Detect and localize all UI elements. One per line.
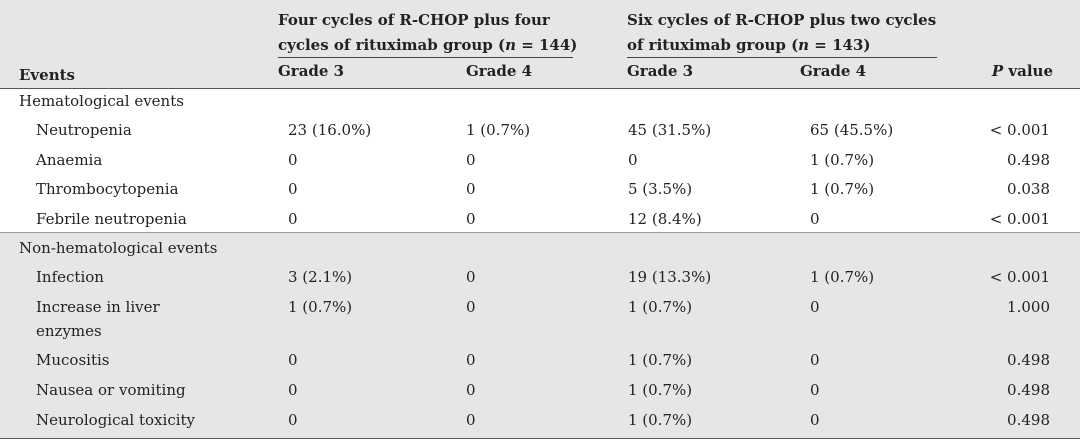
cell-g2g3: 1 (0.7%) — [628, 411, 693, 429]
group1-grade4-header: Grade 4 — [466, 62, 533, 80]
events-header: Events — [19, 66, 75, 84]
cell-g1g4: 0 — [466, 298, 476, 316]
cell-pvalue: 0.498 — [1007, 411, 1050, 429]
cell-pvalue: 0.498 — [1007, 381, 1050, 399]
cell-pvalue: 0.038 — [1007, 180, 1050, 198]
cell-g2g3: 19 (13.3%) — [628, 268, 712, 286]
cell-g2g3: 1 (0.7%) — [628, 381, 693, 399]
cell-g1g3: 0 — [288, 180, 298, 198]
row-event-label-cont: enzymes — [36, 322, 102, 340]
cell-g1g4: 0 — [466, 381, 476, 399]
row-event-label: Increase in liver — [36, 298, 160, 316]
cell-g1g4: 0 — [466, 268, 476, 286]
cell-g2g4: 0 — [810, 210, 820, 228]
section-nonhematological: Non-hematological events — [19, 239, 218, 257]
cell-g1g3: 0 — [288, 351, 298, 369]
cell-g2g4: 0 — [810, 411, 820, 429]
group2-span-rule — [627, 57, 937, 58]
cell-g2g4: 0 — [810, 298, 820, 316]
cell-g1g4: 0 — [466, 351, 476, 369]
cell-g2g4: 0 — [810, 381, 820, 399]
cell-pvalue: < 0.001 — [989, 210, 1050, 228]
cell-g1g4: 0 — [466, 151, 476, 169]
row-event-label: Neutropenia — [36, 121, 132, 139]
cell-g2g3: 1 (0.7%) — [628, 351, 693, 369]
cell-g2g3: 12 (8.4%) — [628, 210, 702, 228]
table-bottom-rule — [0, 438, 1080, 439]
cell-g1g3: 0 — [288, 151, 298, 169]
group1-grade3-header: Grade 3 — [278, 62, 345, 80]
row-event-label: Nausea or vomiting — [36, 381, 186, 399]
nonhematological-band — [0, 232, 1080, 439]
cell-g1g4: 0 — [466, 210, 476, 228]
cell-g1g4: 0 — [466, 411, 476, 429]
cell-g2g4: 1 (0.7%) — [810, 268, 875, 286]
group2-grade3-header: Grade 3 — [627, 62, 694, 80]
cell-g1g3: 0 — [288, 381, 298, 399]
cell-g1g3: 1 (0.7%) — [288, 298, 353, 316]
cell-g2g3: 45 (31.5%) — [628, 121, 712, 139]
section-hematological: Hematological events — [19, 92, 184, 110]
row-event-label: Thrombocytopenia — [36, 180, 179, 198]
cell-g2g3: 5 (3.5%) — [628, 180, 693, 198]
row-event-label: Febrile neutropenia — [36, 210, 187, 228]
cell-g1g3: 3 (2.1%) — [288, 268, 353, 286]
cell-g1g3: 23 (16.0%) — [288, 121, 372, 139]
cell-g1g4: 1 (0.7%) — [466, 121, 531, 139]
pvalue-header: P value — [991, 62, 1053, 80]
cell-g1g3: 0 — [288, 411, 298, 429]
cell-g2g4: 65 (45.5%) — [810, 121, 894, 139]
cell-pvalue: 1.000 — [1007, 298, 1050, 316]
cell-g1g4: 0 — [466, 180, 476, 198]
cell-g2g4: 1 (0.7%) — [810, 151, 875, 169]
header-band — [0, 0, 1080, 89]
cell-pvalue: 0.498 — [1007, 151, 1050, 169]
cell-g2g3: 1 (0.7%) — [628, 298, 693, 316]
group1-title-line1: Four cycles of R-CHOP plus four — [278, 11, 550, 29]
row-event-label: Mucositis — [36, 351, 110, 369]
cell-g2g4: 0 — [810, 351, 820, 369]
cell-pvalue: 0.498 — [1007, 351, 1050, 369]
cell-pvalue: < 0.001 — [989, 121, 1050, 139]
group2-grade4-header: Grade 4 — [800, 62, 867, 80]
cell-g2g4: 1 (0.7%) — [810, 180, 875, 198]
group2-title-line2: of rituximab group (n = 143) — [627, 36, 871, 54]
group1-span-rule — [278, 57, 573, 58]
row-event-label: Anaemia — [36, 151, 103, 169]
group2-title-line1: Six cycles of R-CHOP plus two cycles — [627, 11, 937, 29]
cell-g2g3: 0 — [628, 151, 638, 169]
row-event-label: Neurological toxicity — [36, 411, 196, 429]
cell-pvalue: < 0.001 — [989, 268, 1050, 286]
row-event-label: Infection — [36, 268, 104, 286]
cell-g1g3: 0 — [288, 210, 298, 228]
group1-title-line2: cycles of rituximab group (n = 144) — [278, 36, 578, 54]
